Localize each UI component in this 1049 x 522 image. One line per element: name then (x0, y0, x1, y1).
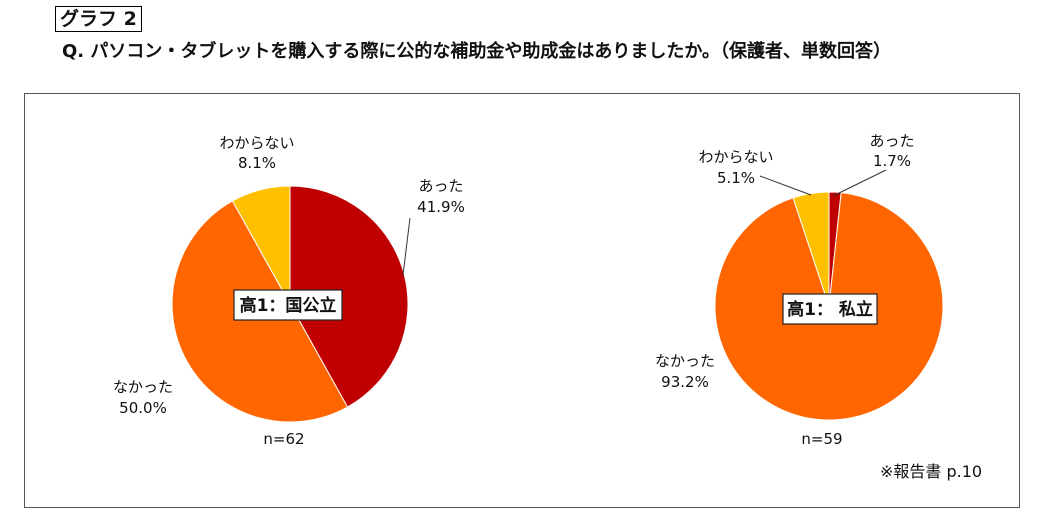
leader-line-wakaranai-private (759, 175, 812, 196)
value-nakatta-public: 50.0% (119, 399, 167, 417)
leader-line-atta-private (832, 169, 887, 197)
chart-frame (24, 93, 1020, 508)
label-wakaranai-public: わからない (219, 134, 294, 152)
pie-slice-wakaranai-private (792, 191, 830, 307)
label-nakatta-public: なかった (113, 378, 173, 396)
value-wakaranai-public: 8.1% (238, 154, 276, 172)
label-atta-public: あった (418, 177, 463, 195)
pie-slice-atta-public (289, 185, 409, 408)
value-nakatta-private: 93.2% (661, 373, 709, 391)
question-title: Q. パソコン・タブレットを購入する際に公的な補助金や助成金はありましたか。（保… (62, 41, 892, 62)
label-atta-private: あった (869, 132, 914, 150)
center-label-public: 高1：国公立 (240, 295, 337, 316)
n-count-public: n=62 (263, 430, 304, 448)
graph-number-label: グラフ 2 (55, 6, 142, 32)
center-label-box-private (782, 293, 878, 325)
source-note: ※報告書 p.10 (880, 462, 983, 481)
n-count-private: n=59 (801, 430, 842, 448)
pie-slice-wakaranai-public (231, 185, 291, 306)
center-label-private: 高1： 私立 (787, 299, 873, 320)
label-wakaranai-private: わからない (698, 148, 773, 166)
value-atta-public: 41.9% (417, 198, 465, 216)
value-wakaranai-private: 5.1% (717, 169, 755, 187)
leader-line-atta-public (402, 217, 411, 276)
value-atta-private: 1.7% (873, 152, 911, 170)
label-nakatta-private: なかった (655, 352, 715, 370)
center-label-box-public (233, 289, 343, 321)
